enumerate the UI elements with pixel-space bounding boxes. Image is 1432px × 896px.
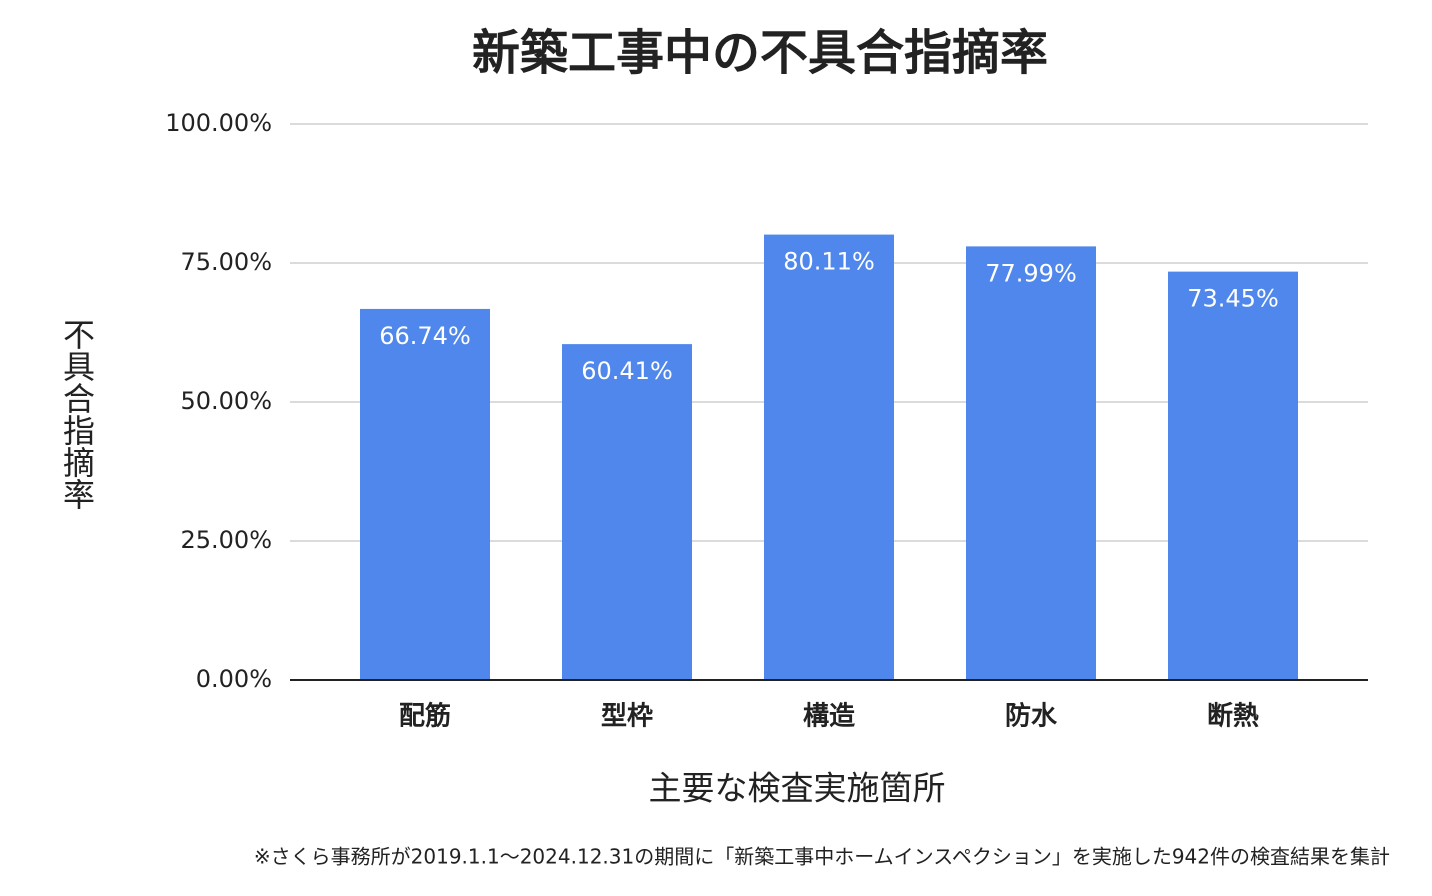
y-tick-label: 75.00% (180, 248, 272, 276)
y-tick-label: 0.00% (196, 665, 272, 693)
data-label: 66.74% (379, 322, 471, 350)
bar (1168, 271, 1298, 680)
footnote: ※さくら事務所が2019.1.1〜2024.12.31の期間に「新築工事中ホーム… (254, 845, 1390, 869)
x-tick-label: 型枠 (601, 702, 653, 732)
x-tick-label: 配筋 (399, 701, 451, 732)
y-axis-label: 不具合指摘率 (58, 318, 96, 510)
bar (764, 234, 894, 681)
data-label: 60.41% (581, 357, 673, 385)
x-tick-label: 断熱 (1207, 701, 1259, 732)
x-tick-label: 防水 (1005, 702, 1058, 732)
y-tick-label: 25.00% (180, 526, 272, 554)
data-label: 80.11% (783, 248, 875, 276)
bar (360, 308, 490, 680)
y-tick-label: 50.00% (180, 387, 272, 415)
x-tick-label: 構造 (803, 702, 855, 732)
data-label: 73.45% (1187, 285, 1279, 313)
bar (966, 246, 1096, 680)
bar (562, 344, 692, 680)
x-axis-label: 主要な検査実施箇所 (649, 769, 946, 808)
data-label: 77.99% (985, 259, 1077, 287)
y-tick-label: 100.00% (165, 109, 272, 137)
chart-title: 新築工事中の不具合指摘率 (472, 25, 1048, 81)
